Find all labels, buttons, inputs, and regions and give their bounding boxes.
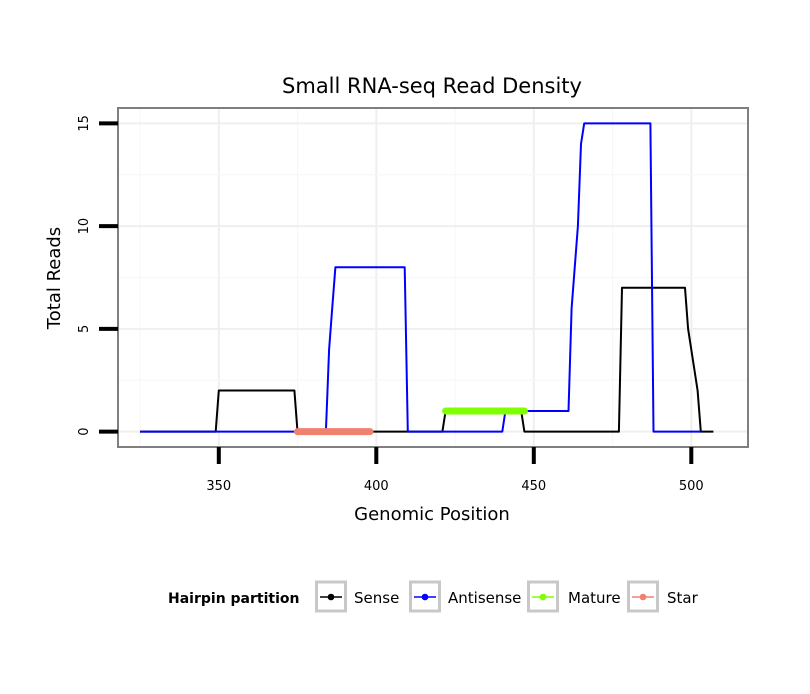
- legend: Hairpin partition Sense Antisense Mature St…: [168, 580, 699, 613]
- x-axis-title: Genomic Position: [354, 504, 510, 525]
- x-tick-label: 350: [206, 479, 231, 494]
- y-tick-label: 10: [77, 218, 92, 235]
- x-tick-label: 500: [679, 479, 704, 494]
- y-tick-label: 5: [77, 325, 92, 333]
- legend-key-point: [327, 593, 335, 601]
- legend-title: Hairpin partition: [168, 591, 299, 607]
- legend-label-star: Star: [667, 589, 699, 607]
- legend-label-mature: Mature: [568, 589, 621, 607]
- series-lines: [140, 122, 714, 436]
- legend-label-antisense: Antisense: [448, 589, 521, 607]
- y-tick-label: 15: [77, 115, 92, 132]
- series-line-sense: [140, 286, 714, 433]
- legend-key-point: [639, 593, 647, 601]
- legend-key-point: [539, 593, 547, 601]
- x-tick-label: 400: [364, 479, 389, 494]
- legend-label-sense: Sense: [354, 589, 399, 607]
- chart-title: Small RNA-seq Read Density: [282, 74, 582, 98]
- x-tick-label: 450: [521, 479, 546, 494]
- plot-border: [117, 107, 749, 448]
- y-tick-label: 0: [77, 427, 92, 435]
- y-axis-title: Total Reads: [44, 227, 65, 330]
- axes: 350 400 450 500 0 5 10 15: [77, 107, 749, 494]
- legend-key-point: [421, 593, 429, 601]
